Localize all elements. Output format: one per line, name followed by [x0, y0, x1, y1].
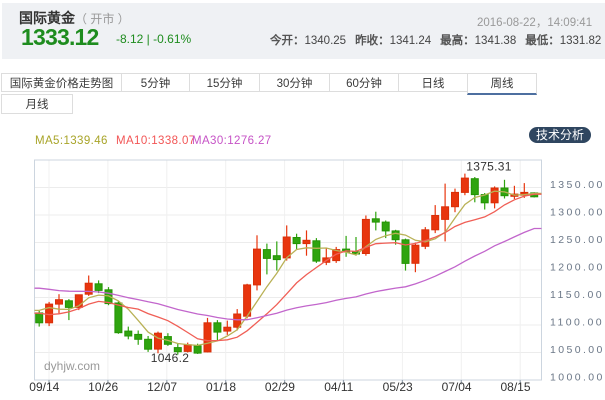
svg-text:08/15: 08/15 — [500, 380, 530, 394]
svg-text:01/18: 01/18 — [206, 380, 236, 394]
svg-text:1046.2: 1046.2 — [151, 351, 190, 365]
svg-text:12/07: 12/07 — [147, 380, 177, 394]
svg-text:05/23: 05/23 — [383, 380, 413, 394]
svg-text:07/04: 07/04 — [442, 380, 472, 394]
svg-text:1050.00: 1050.00 — [550, 344, 605, 356]
svg-text:1250.00: 1250.00 — [550, 234, 605, 246]
svg-text:1000.00: 1000.00 — [550, 372, 605, 384]
svg-text:1150.00: 1150.00 — [550, 289, 604, 301]
svg-text:1375.31: 1375.31 — [466, 160, 512, 174]
svg-text:02/29: 02/29 — [265, 380, 295, 394]
svg-text:dyhjw.com: dyhjw.com — [44, 359, 100, 373]
svg-text:04/11: 04/11 — [324, 380, 353, 394]
svg-text:1350.00: 1350.00 — [550, 179, 605, 191]
svg-text:1300.00: 1300.00 — [550, 207, 605, 219]
svg-text:1200.00: 1200.00 — [550, 262, 605, 274]
svg-text:09/14: 09/14 — [29, 380, 59, 394]
svg-text:10/26: 10/26 — [88, 380, 118, 394]
svg-text:1100.00: 1100.00 — [550, 317, 604, 329]
